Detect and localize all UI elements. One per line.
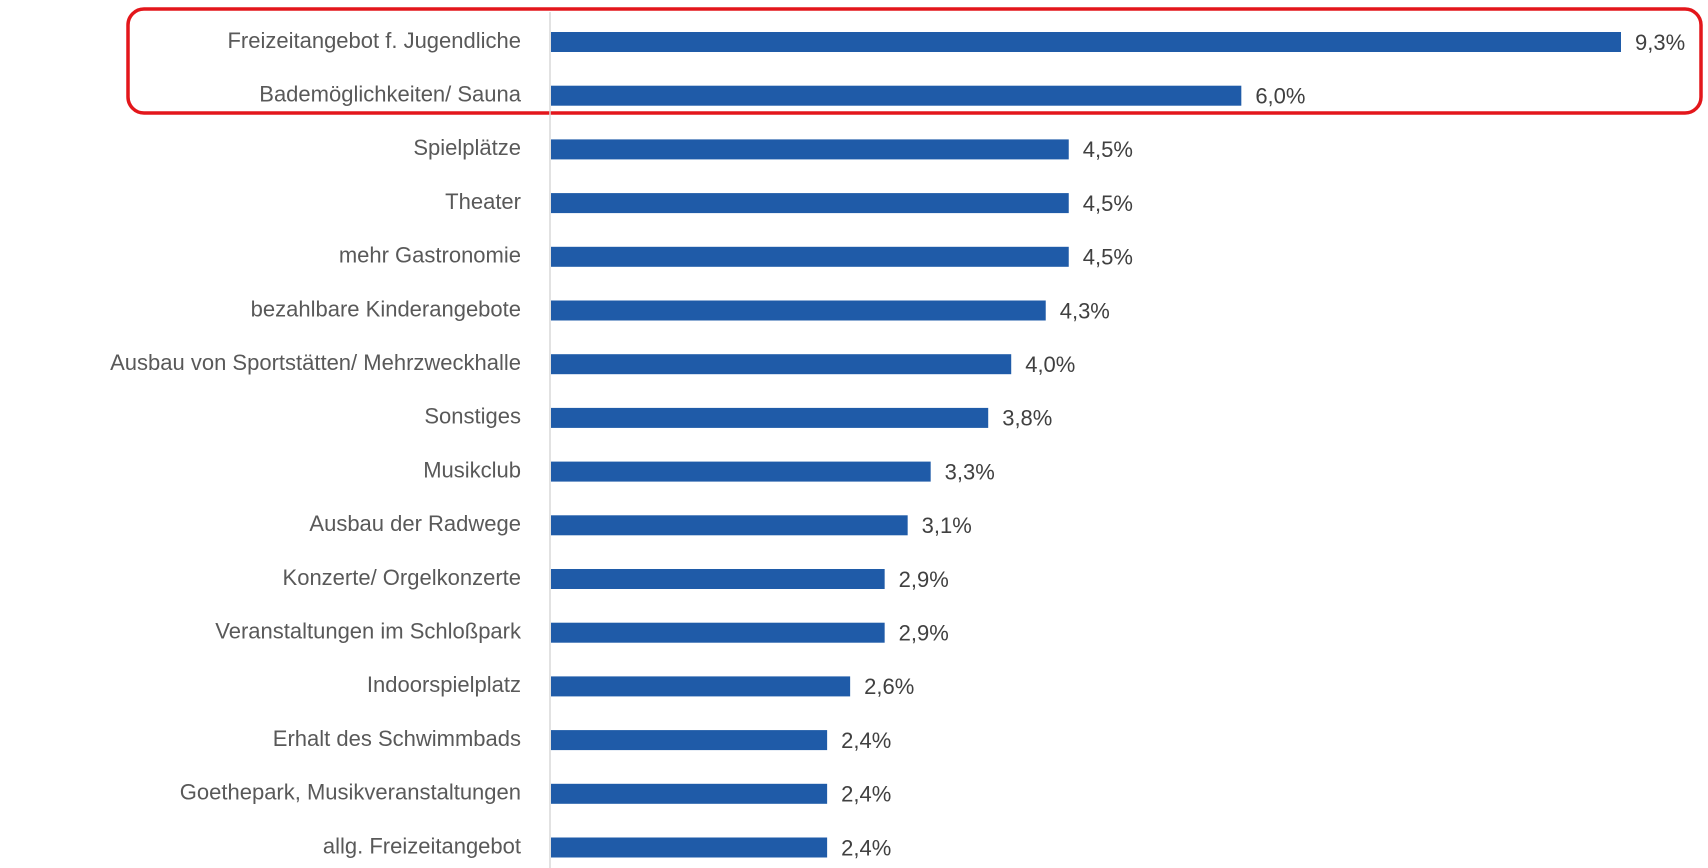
category-label: Veranstaltungen im Schloßpark	[215, 619, 522, 644]
bar	[551, 461, 931, 482]
category-label: allg. Freizeitangebot	[323, 833, 521, 858]
bar	[551, 837, 828, 858]
category-label: Sonstiges	[424, 404, 521, 429]
category-label: Freizeitangebot f. Jugendliche	[227, 28, 521, 53]
bar	[551, 569, 885, 589]
data-label: 2,6%	[864, 674, 914, 699]
data-label: 4,3%	[1060, 298, 1110, 323]
data-label: 3,3%	[945, 459, 995, 484]
bar	[551, 622, 885, 643]
bar	[551, 354, 1012, 375]
bar	[551, 246, 1069, 267]
category-label: Musikclub	[423, 457, 521, 482]
bar	[551, 300, 1046, 321]
bar	[551, 676, 851, 697]
data-label: 4,5%	[1083, 245, 1133, 270]
category-label: Konzerte/ Orgelkonzerte	[283, 565, 521, 590]
category-label: Ausbau von Sportstätten/ Mehrzweckhalle	[110, 350, 521, 375]
bar	[551, 515, 908, 536]
category-label: Theater	[445, 189, 521, 214]
bar	[551, 85, 1242, 106]
data-label: 2,4%	[841, 728, 891, 753]
highlight-box	[126, 7, 1703, 115]
data-label: 2,4%	[841, 782, 891, 807]
bar	[551, 193, 1069, 214]
category-label: bezahlbare Kinderangebote	[251, 296, 521, 321]
data-label: 2,4%	[841, 835, 891, 860]
data-label: 4,0%	[1025, 352, 1075, 377]
data-label: 3,8%	[1002, 406, 1052, 431]
bar	[551, 407, 989, 428]
category-label: Bademöglichkeiten/ Sauna	[259, 82, 521, 107]
bar	[551, 730, 828, 751]
data-label: 3,1%	[922, 513, 972, 538]
category-label: Spielplätze	[413, 135, 521, 160]
category-label: Ausbau der Radwege	[309, 511, 521, 536]
data-label: 4,5%	[1083, 191, 1133, 216]
data-label: 4,5%	[1083, 137, 1133, 162]
category-label: Indoorspielplatz	[367, 672, 521, 697]
category-label: Goethepark, Musikveranstaltungen	[180, 780, 521, 805]
category-label: mehr Gastronomie	[339, 243, 521, 268]
bar	[551, 783, 828, 804]
data-label: 2,9%	[899, 621, 949, 646]
bar	[551, 32, 1621, 52]
bar	[551, 139, 1069, 160]
data-label: 2,9%	[899, 567, 949, 592]
category-label: Erhalt des Schwimmbads	[273, 726, 521, 751]
data-label: 6,0%	[1255, 84, 1305, 109]
data-label: 9,3%	[1635, 30, 1685, 55]
